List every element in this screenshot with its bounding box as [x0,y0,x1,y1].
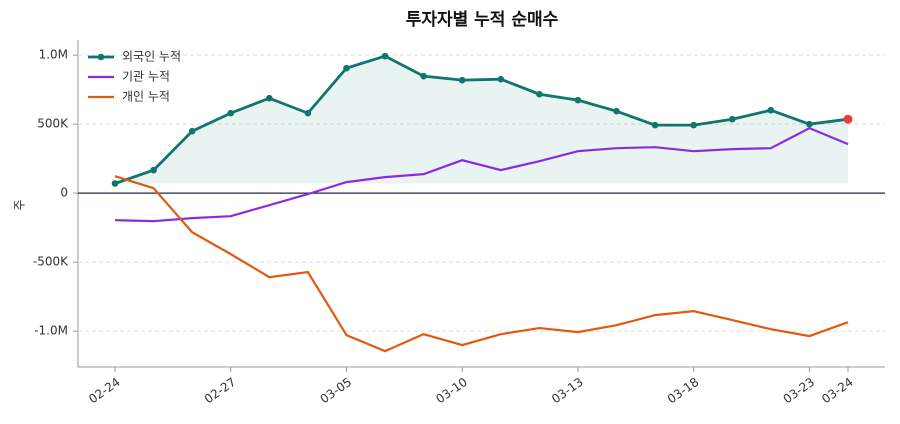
legend-label: 개인 누적 [122,90,170,104]
point [227,109,235,117]
point [111,180,119,187]
x-tick-label: 03-24 [819,375,856,406]
point [381,52,389,60]
point [536,90,543,98]
legend-marker [97,53,105,61]
y-tick-label: -500K [33,255,69,269]
x-tick-label: 03-13 [549,375,586,406]
point [266,94,273,102]
latest-point [843,114,853,124]
point [150,166,157,174]
point [767,106,775,114]
x-tick-label: 03-18 [665,375,702,406]
point [188,127,196,135]
legend-item: 개인 누적 [88,90,170,104]
x-tick-label: 03-23 [781,375,818,406]
line [114,126,849,223]
line [114,175,849,353]
point [343,64,350,72]
point [420,72,427,80]
legend-item: 외국인 누적 [88,50,181,64]
legend-label: 외국인 누적 [122,50,181,64]
x-tick-label: 03-10 [433,375,470,406]
y-axis-label: 주 [13,199,27,210]
y-tick-label: 500K [37,117,69,131]
point [651,121,659,129]
x-tick-label: 03-05 [318,375,355,406]
area [115,56,848,184]
point [690,121,697,129]
point [497,75,505,83]
point [304,109,312,117]
point [574,96,582,104]
point [806,120,813,128]
chart-title: 투자자별 누적 순매수 [406,10,559,30]
legend-label: 기관 누적 [122,70,170,84]
x-tick-label: 02-27 [202,375,239,406]
x-tick-label: 02-24 [86,375,123,406]
legend-item: 기관 누적 [88,70,170,84]
y-tick-label: 1.0M [39,48,68,62]
line [114,54,849,185]
point [458,76,466,84]
y-tick-label: -1.0M [34,324,68,338]
y-tick-label: 0 [60,186,68,200]
point [613,107,620,115]
point [728,115,736,123]
